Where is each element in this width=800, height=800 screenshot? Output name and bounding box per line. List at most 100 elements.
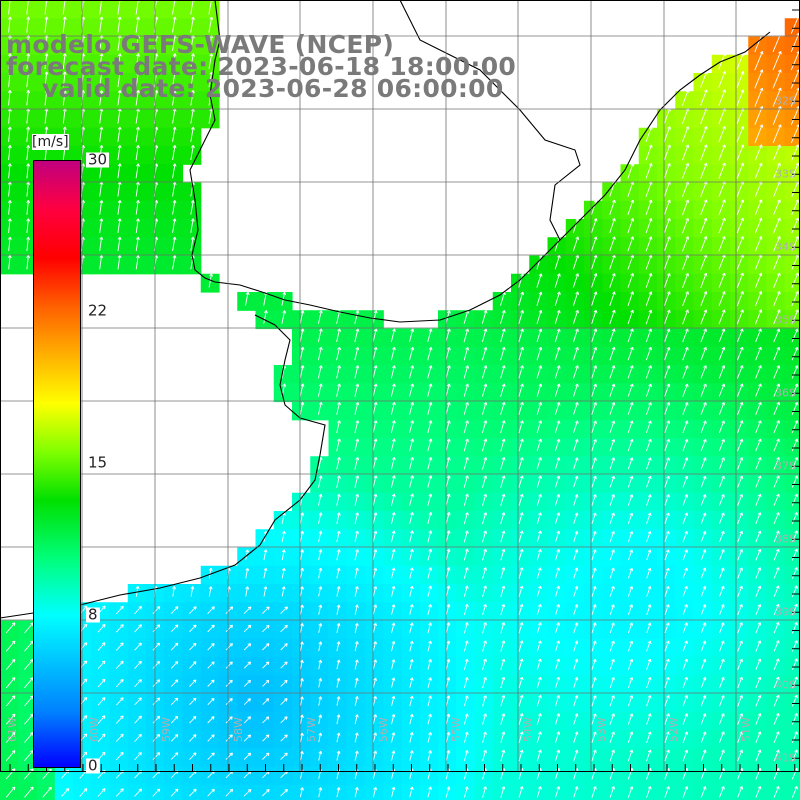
wind-arrow	[700, 549, 707, 561]
wind-arrow	[700, 126, 708, 143]
wind-arrow	[700, 144, 708, 161]
wind-arrow	[682, 749, 689, 762]
wind-arrow	[718, 346, 726, 361]
wind-arrow	[336, 567, 341, 579]
wind-arrow	[172, 163, 177, 179]
wind-arrow	[627, 365, 634, 379]
wind-arrow	[664, 383, 671, 397]
wind-arrow	[700, 622, 707, 634]
wind-arrow	[773, 236, 781, 252]
wind-arrow	[791, 475, 799, 488]
wind-arrow	[591, 291, 598, 306]
wind-arrow	[609, 622, 615, 634]
wind-arrow	[755, 694, 762, 707]
wind-arrow	[409, 548, 414, 561]
wind-arrow	[682, 549, 688, 561]
wind-arrow	[445, 713, 451, 725]
wind-arrow	[354, 641, 359, 652]
wind-arrow	[700, 494, 707, 506]
wind-arrow	[646, 676, 652, 689]
wind-arrow	[189, 679, 197, 687]
wind-arrow	[718, 383, 726, 397]
wind-arrow	[409, 622, 414, 634]
wind-arrow	[170, 788, 179, 797]
wind-arrow	[115, 788, 124, 797]
wind-arrow	[773, 676, 780, 689]
wind-arrow	[718, 309, 726, 325]
wind-arrow	[645, 291, 653, 306]
wind-arrow	[336, 456, 341, 470]
wind-arrow	[445, 640, 451, 652]
wind-arrow	[97, 733, 106, 743]
wind-arrow	[518, 658, 524, 670]
wind-arrow	[754, 217, 763, 234]
wind-arrow	[773, 272, 781, 288]
wind-arrow	[646, 695, 652, 707]
wind-arrow	[280, 606, 288, 614]
wind-arrow	[172, 218, 177, 233]
wind-arrow	[718, 162, 726, 179]
wind-arrow	[5, 786, 16, 798]
wind-arrow	[354, 622, 359, 634]
wind-cell	[127, 602, 147, 622]
wind-arrow	[481, 383, 488, 397]
wind-arrow	[555, 676, 561, 689]
wind-arrow	[463, 401, 469, 415]
wind-arrow	[609, 402, 616, 415]
wind-arrow	[463, 530, 469, 543]
wind-arrow	[372, 659, 378, 670]
wind-arrow	[791, 585, 798, 597]
wind-arrow	[207, 624, 215, 633]
wind-arrow	[609, 567, 615, 579]
wind-arrow	[99, 218, 104, 233]
wind-arrow	[500, 530, 506, 543]
wind-arrow	[737, 401, 744, 415]
lat-label-32s: 32S	[775, 94, 796, 108]
wind-arrow	[682, 494, 689, 506]
wind-arrow	[664, 604, 670, 615]
wind-arrow	[261, 788, 270, 797]
wind-arrow	[718, 713, 725, 725]
wind-arrow	[225, 752, 233, 760]
wind-arrow	[318, 493, 323, 506]
lon-label-54w: 54W	[522, 717, 535, 742]
wind-cell	[18, 784, 38, 800]
wind-arrow	[372, 585, 378, 597]
wind-arrow	[773, 731, 780, 743]
wind-arrow	[646, 604, 652, 615]
wind-arrow	[573, 457, 579, 470]
wind-arrow	[736, 144, 745, 161]
wind-arrow	[682, 420, 689, 434]
wind-arrow	[427, 530, 433, 543]
wind-arrow	[26, 126, 31, 142]
wind-arrow	[664, 695, 670, 707]
wind-arrow	[573, 749, 579, 762]
lat-label-38s: 38S	[775, 532, 796, 546]
wind-arrow	[117, 236, 122, 252]
wind-arrow	[5, 677, 16, 689]
wind-arrow	[646, 713, 652, 725]
wind-arrow	[115, 733, 124, 742]
wind-arrow	[190, 145, 195, 161]
wind-arrow	[573, 731, 579, 743]
wind-arrow	[518, 786, 524, 798]
wind-arrow	[500, 658, 506, 670]
wind-arrow	[682, 475, 689, 488]
wind-arrow	[354, 567, 359, 579]
wind-arrow	[99, 200, 104, 215]
wind-arrow	[317, 365, 323, 379]
wind-arrow	[390, 512, 396, 525]
wind-arrow	[44, 16, 49, 33]
wind-arrow	[390, 456, 396, 470]
wind-arrow	[573, 676, 579, 689]
wind-arrow	[152, 606, 161, 615]
wind-arrow	[5, 750, 16, 762]
wind-arrow	[26, 236, 31, 252]
wind-arrow	[281, 567, 286, 579]
wind-arrow	[573, 346, 579, 361]
wind-arrow	[262, 679, 270, 687]
wind-arrow	[700, 346, 707, 361]
wind-arrow	[755, 493, 762, 506]
wind-arrow	[791, 162, 800, 179]
wind-arrow	[7, 126, 12, 142]
